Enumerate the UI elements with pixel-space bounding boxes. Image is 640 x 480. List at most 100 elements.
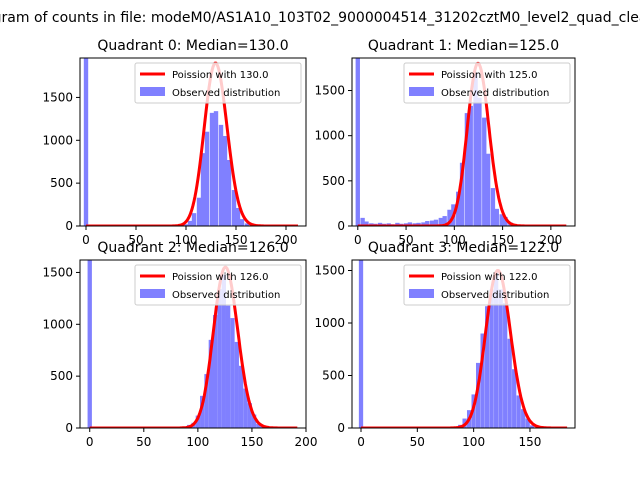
y-tick-label: 1000: [42, 133, 73, 147]
y-tick-label: 500: [50, 369, 73, 383]
x-tick-label: 200: [539, 233, 562, 247]
observed-bar-spike: [355, 58, 360, 226]
observed-bar: [191, 213, 197, 226]
axes-frame: [79, 57, 307, 227]
observed-bar: [490, 188, 496, 226]
y-tick-label: 1500: [314, 84, 345, 98]
quadrant-panel-0: Quadrant 0: Median=130.0 0 50 100 150 200 0 500…: [42, 38, 307, 247]
x-tick-label: 150: [225, 233, 248, 247]
quadrant-panel-2: Quadrant 2: Median=126.0 0 50 100 150 200 0 500…: [42, 240, 317, 449]
observed-bar: [247, 403, 252, 428]
panel-title: Quadrant 3: Median=122.0: [368, 240, 559, 256]
legend-observed-label: Observed distribution: [172, 88, 280, 99]
observed-bar: [442, 216, 447, 226]
axes-frame: [351, 259, 576, 429]
panel-title: Quadrant 2: Median=126.0: [97, 240, 288, 256]
observed-bar: [187, 220, 193, 226]
observed-bar: [438, 217, 443, 226]
legend-observed-label: Observed distribution: [172, 290, 280, 301]
axes-frame: [351, 57, 576, 227]
legend: Poission with 125.0 Observed distribution: [403, 62, 571, 104]
x-tick-label: 0: [86, 435, 94, 449]
observed-bar: [183, 224, 189, 226]
observed-bar: [256, 423, 261, 428]
legend: Poission with 130.0 Observed distribution: [134, 62, 302, 104]
observed-bar: [360, 217, 365, 226]
y-tick-label: 1500: [314, 264, 345, 278]
x-tick-label: 200: [275, 233, 298, 247]
observed-bar: [226, 160, 232, 226]
observed-bar: [476, 362, 481, 428]
observed-bar: [464, 113, 470, 226]
x-tick-label: 50: [398, 233, 413, 247]
x-tick-label: 100: [462, 435, 485, 449]
observed-bar: [200, 395, 205, 428]
observed-bar: [489, 289, 494, 428]
observed-bar: [217, 289, 222, 428]
y-tick-label: 0: [65, 219, 73, 233]
observed-bar: [459, 162, 465, 226]
observed-bar: [395, 222, 400, 226]
panel-title: Quadrant 1: Median=125.0: [368, 38, 559, 54]
legend-observed-label: Observed distribution: [441, 290, 549, 301]
observed-bar: [407, 222, 413, 226]
legend-observed-label: Observed distribution: [441, 88, 549, 99]
observed-bar: [225, 305, 231, 428]
y-tick-label: 1500: [42, 265, 73, 279]
legend: Poission with 126.0 Observed distribution: [134, 264, 302, 306]
observed-bar: [230, 318, 235, 428]
plot-area: [358, 260, 568, 428]
x-tick-label: 100: [443, 233, 466, 247]
y-tick-label: 1000: [314, 316, 345, 330]
observed-bar: [243, 388, 248, 428]
observed-bar: [204, 374, 209, 428]
y-tick-label: 0: [337, 421, 345, 435]
legend-poisson-label: Poission with 125.0: [441, 70, 537, 81]
y-tick-label: 1500: [42, 90, 73, 104]
observed-bar: [231, 190, 237, 226]
observed-bar: [485, 306, 490, 428]
quadrant-panel-1: Quadrant 1: Median=125.0 0 50 100 150 200 0 500…: [314, 38, 576, 247]
observed-bar: [477, 97, 482, 226]
legend-observed-swatch: [140, 87, 165, 96]
observed-bar: [521, 409, 526, 428]
x-tick-label: 0: [82, 233, 90, 247]
observed-bar: [235, 208, 241, 226]
observed-bar: [238, 365, 244, 428]
observed-bar: [482, 117, 487, 226]
observed-bar: [494, 272, 499, 428]
observed-bar: [222, 136, 228, 226]
x-tick-label: 100: [175, 233, 198, 247]
y-tick-label: 500: [322, 369, 345, 383]
legend-poisson-label: Poission with 126.0: [172, 272, 268, 283]
quadrant-panel-3: Quadrant 3: Median=122.00 50 100 1500500100…: [314, 240, 576, 449]
observed-bar: [485, 153, 491, 226]
observed-bar: [251, 414, 257, 428]
observed-bar: [234, 341, 239, 428]
observed-bar: [447, 209, 452, 226]
legend-observed-swatch: [140, 289, 165, 298]
observed-bar: [480, 333, 485, 428]
observed-bar: [218, 124, 224, 226]
observed-bar-spike: [358, 260, 364, 428]
x-tick-label: 150: [518, 435, 541, 449]
x-tick-label: 0: [354, 233, 362, 247]
quadrant-panels: Quadrant 0: Median=130.00 50 100 150 2000500…: [42, 38, 576, 449]
observed-bar: [429, 220, 435, 226]
observed-bar: [499, 214, 504, 226]
observed-bar-spike: [83, 58, 89, 226]
observed-bar: [468, 105, 473, 226]
legend-observed-swatch: [409, 289, 434, 298]
observed-bar: [512, 369, 517, 428]
observed-bar: [239, 219, 245, 226]
x-tick-label: 50: [128, 233, 143, 247]
y-tick-label: 0: [337, 219, 345, 233]
observed-bar: [195, 415, 201, 428]
x-tick-label: 200: [295, 435, 318, 449]
observed-bar: [456, 191, 461, 226]
legend-box: [403, 62, 571, 104]
observed-bar: [494, 208, 499, 226]
observed-bar: [377, 222, 383, 226]
legend-box: [134, 62, 302, 104]
